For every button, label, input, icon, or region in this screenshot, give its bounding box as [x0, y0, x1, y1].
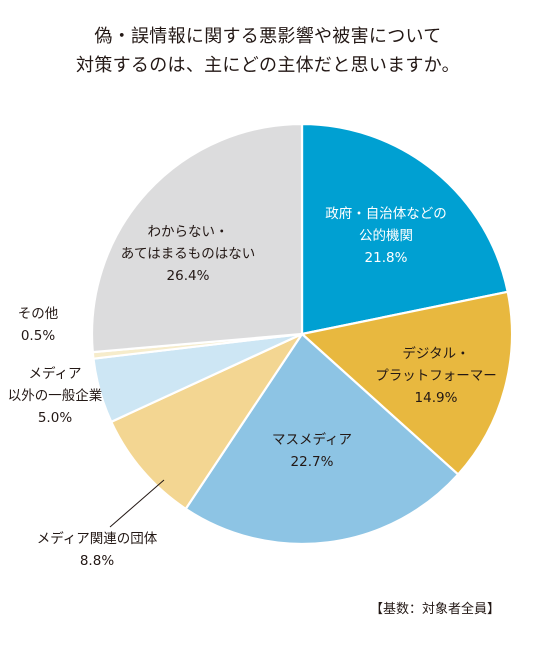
chart-title-line-1: 偽・誤情報に関する悪影響や被害について	[94, 26, 442, 47]
chart-title-line-2: 対策するのは、主にどの主体だと思いますか。	[76, 55, 460, 76]
slice-label-text: 政府・自治体などの	[325, 206, 447, 222]
chart-title: 偽・誤情報に関する悪影響や被害について 対策するのは、主にどの主体だと思いますか…	[0, 22, 536, 80]
pie-slice-7	[90, 122, 304, 354]
slice-label-1: 政府・自治体などの公的機関 21.8%	[325, 206, 447, 266]
base-note: 【基数：対象者全員】	[369, 602, 500, 617]
slice-label-4: メディア関連の団体 8.8%	[37, 530, 158, 569]
slice-value-label: 0.5%	[21, 328, 55, 344]
slice-value-label: 14.9%	[415, 390, 458, 406]
pie-slice-3	[184, 332, 460, 546]
leader-lines	[109, 479, 165, 528]
slice-label-text: 以外の一般企業	[8, 387, 103, 404]
slice-label-2: デジタル・プラットフォーマー 14.9%	[375, 345, 497, 406]
slice-value-label: 26.4%	[167, 268, 210, 284]
pie-slice-1	[300, 122, 509, 336]
slice-value-label: 21.8%	[365, 250, 408, 266]
slice-label-text: あてはまるものはない	[121, 246, 255, 262]
slice-label-6: その他 0.5%	[18, 306, 59, 344]
slice-label-text: わからない・	[148, 224, 229, 240]
slice-value-label: 5.0%	[38, 410, 72, 426]
slice-label-text: マスメディア	[272, 431, 352, 448]
pie-slices	[90, 122, 514, 546]
pie-slice-2	[300, 290, 514, 476]
pie-slice-4	[110, 332, 304, 510]
slice-label-text: デジタル・	[402, 345, 469, 362]
slice-label-text: プラットフォーマー	[375, 368, 497, 384]
leader-line-4	[109, 479, 165, 528]
slice-label-5: メディア以外の一般企業 5.0%	[8, 365, 103, 426]
slice-label-7: わからない・あてはまるものはない 26.4%	[121, 224, 255, 284]
slice-label-3: マスメディア 22.7%	[272, 431, 352, 470]
slice-labels: 政府・自治体などの公的機関 21.8% デジタル・プラットフォーマー 14.9% マスメ…	[8, 206, 497, 569]
slice-label-text: メディア	[28, 365, 81, 382]
slice-value-label: 22.7%	[291, 454, 334, 470]
slice-label-text: 公的機関	[359, 228, 413, 244]
slice-label-text: その他	[18, 306, 59, 322]
slice-value-label: 8.8%	[80, 553, 114, 569]
slice-label-text: メディア関連の団体	[37, 530, 158, 547]
